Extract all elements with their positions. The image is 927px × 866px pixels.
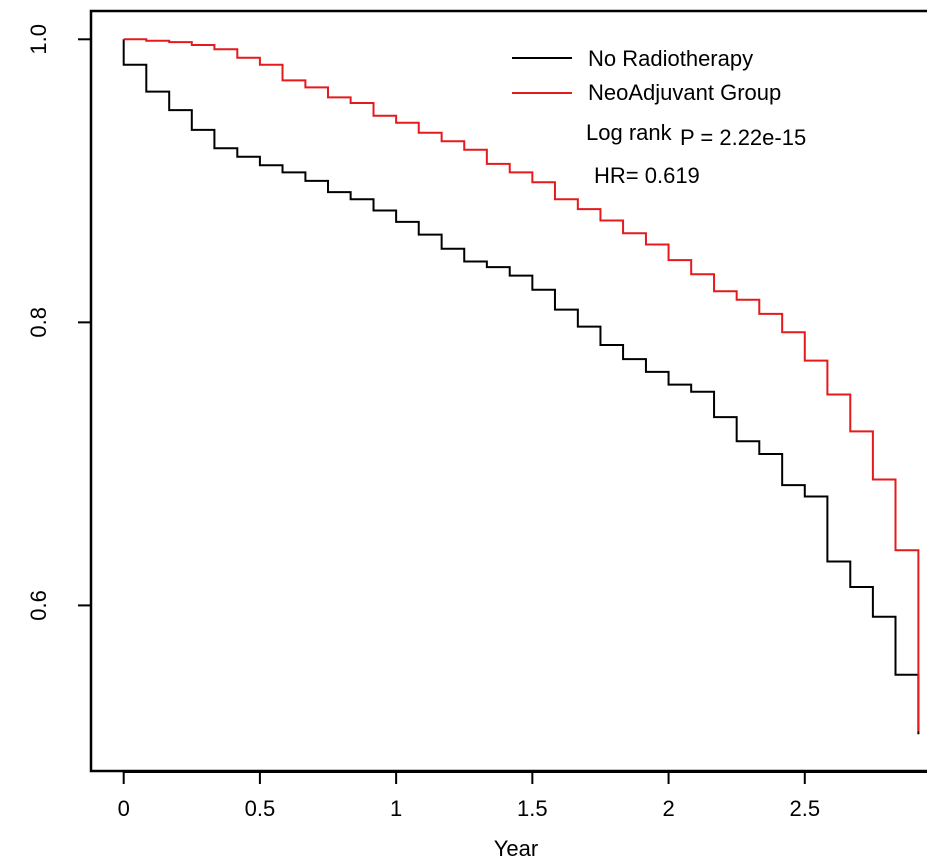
legend-label-neoadjuvant-group: NeoAdjuvant Group — [588, 80, 781, 105]
y-tick-label: 1.0 — [26, 24, 51, 55]
series-layer — [122, 38, 920, 735]
x-tick-label: 2 — [662, 796, 674, 821]
x-tick-label: 1.5 — [517, 796, 548, 821]
x-tick-label: 0 — [118, 796, 130, 821]
x-axis-label: Year — [494, 836, 538, 861]
y-tick-label: 0.6 — [26, 590, 51, 621]
annotation-p-value: P = 2.22e-15 — [680, 125, 806, 150]
axis-layer: 00.511.522.530.60.81.0 — [26, 24, 927, 821]
x-tick-label: 0.5 — [245, 796, 276, 821]
legend-label-no-radiotherapy: No Radiotherapy — [588, 46, 753, 71]
x-tick-label: 1 — [390, 796, 402, 821]
annotation-log-rank: Log rank — [586, 120, 673, 145]
y-tick-label: 0.8 — [26, 307, 51, 338]
x-tick-label: 2.5 — [789, 796, 820, 821]
annotation-hr: HR= 0.619 — [594, 163, 700, 188]
series-line-1 — [123, 38, 920, 732]
series-line-0 — [122, 39, 920, 735]
legend: No Radiotherapy NeoAdjuvant Group — [512, 46, 781, 105]
